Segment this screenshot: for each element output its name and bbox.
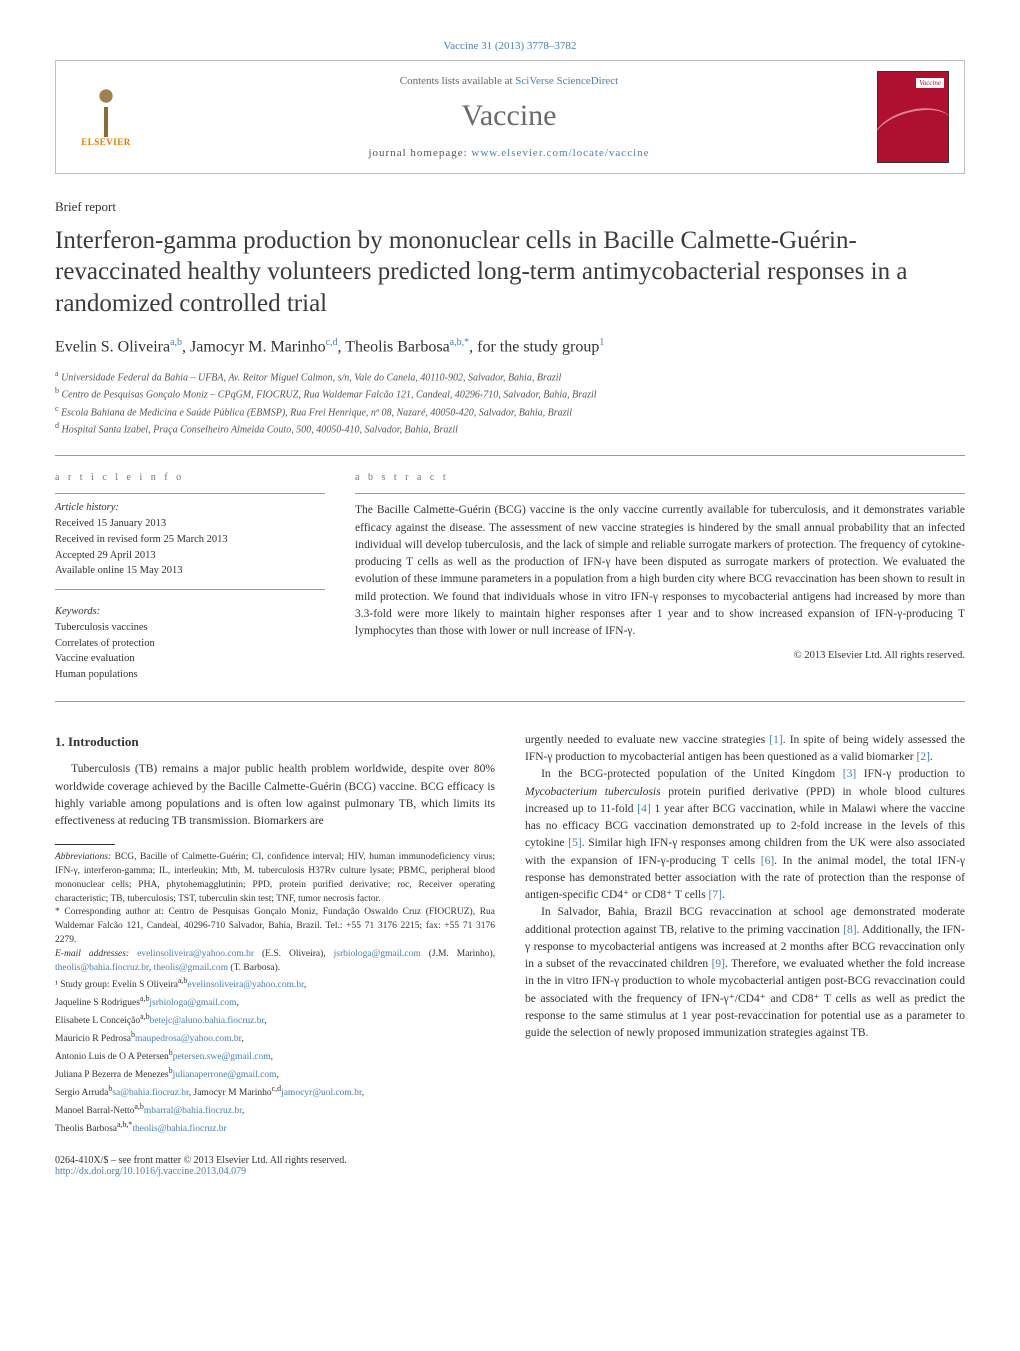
journal-reference: Vaccine 31 (2013) 3778–3782 — [55, 40, 965, 52]
keyword-2: Correlates of protection — [55, 636, 325, 652]
ref-9[interactable]: [9] — [712, 958, 725, 970]
email-link-2[interactable]: jsrbiologa@gmail.com — [334, 949, 421, 959]
affiliation-d: d Hospital Santa Izabel, Praça Conselhei… — [55, 420, 965, 437]
affiliation-a: a Universidade Federal da Bahia – UFBA, … — [55, 368, 965, 385]
keywords-head: Keywords: — [55, 604, 325, 620]
sg-email-9[interactable]: theolis@bahia.fiocruz.br — [132, 1124, 226, 1134]
study-group-footnote: ¹ Study group: Evelin S Oliveiraa,beveli… — [55, 975, 495, 1136]
email-link-4[interactable]: theolis@gmail.com — [154, 963, 228, 973]
right-paragraph-1: urgently needed to evaluate new vaccine … — [525, 732, 965, 767]
sg-email-1[interactable]: evelinsoliveira@yahoo.com.br — [187, 980, 304, 990]
sg-email-6[interactable]: julianaperrone@gmail.com — [173, 1070, 277, 1080]
sg-email-5[interactable]: petersen.swe@gmail.com — [173, 1052, 271, 1062]
keyword-4: Human populations — [55, 667, 325, 683]
body-two-column: 1. Introduction Tuberculosis (TB) remain… — [55, 732, 965, 1137]
ref-4[interactable]: [4] — [637, 803, 650, 815]
section-1-heading: 1. Introduction — [55, 732, 495, 752]
elsevier-logo: ELSEVIER — [71, 80, 141, 155]
history-head: Article history: — [55, 500, 325, 516]
bottom-meta: 0264-410X/$ – see front matter © 2013 El… — [55, 1155, 965, 1177]
ref-7[interactable]: [7] — [709, 889, 722, 901]
email-link-3[interactable]: theolis@bahia.fiocruz.br — [55, 963, 149, 973]
corresponding-author-footnote: * Corresponding author at: Centro de Pes… — [55, 906, 495, 947]
sg-email-4[interactable]: maupedrosa@yahoo.com.br — [135, 1034, 242, 1044]
sg-email-8[interactable]: mbarral@bahia.fiocruz.br — [144, 1106, 242, 1116]
abstract-head: a b s t r a c t — [355, 470, 965, 485]
elsevier-text: ELSEVIER — [81, 137, 131, 147]
keyword-3: Vaccine evaluation — [55, 651, 325, 667]
history-accepted: Accepted 29 April 2013 — [55, 548, 325, 564]
homepage-prefix: journal homepage: — [368, 147, 471, 159]
article-info-column: a r t i c l e i n f o Article history: R… — [55, 470, 325, 683]
email-footnote: E-mail addresses: evelinsoliveira@yahoo.… — [55, 948, 495, 976]
article-info-head: a r t i c l e i n f o — [55, 470, 325, 485]
affiliation-b: b Centro de Pesquisas Gonçalo Moniz – CP… — [55, 385, 965, 402]
right-paragraph-3: In Salvador, Bahia, Brazil BCG revaccina… — [525, 904, 965, 1042]
history-online: Available online 15 May 2013 — [55, 563, 325, 579]
right-paragraph-2: In the BCG-protected population of the U… — [525, 766, 965, 904]
ref-2[interactable]: [2] — [917, 751, 930, 763]
journal-header-box: ELSEVIER Contents lists available at Sci… — [55, 60, 965, 174]
journal-homepage-line: journal homepage: www.elsevier.com/locat… — [141, 147, 877, 159]
sg-email-7b[interactable]: jamocyr@uol.com.br — [281, 1088, 362, 1098]
contents-prefix: Contents lists available at — [400, 75, 515, 87]
sg-email-2[interactable]: jsrbiologa@gmail.com — [149, 998, 236, 1008]
email-link-1[interactable]: evelinsoliveira@yahoo.com.br — [137, 949, 254, 959]
affiliation-c: c Escola Bahiana de Medicina e Saúde Púb… — [55, 403, 965, 420]
cover-swoosh-icon — [869, 100, 957, 161]
history-received: Received 15 January 2013 — [55, 516, 325, 532]
footnotes-block: Abbreviations: BCG, Bacille of Calmette-… — [55, 851, 495, 1136]
sciencedirect-link[interactable]: SciVerse ScienceDirect — [515, 75, 618, 87]
ref-5[interactable]: [5] — [568, 837, 581, 849]
journal-cover-thumbnail: Vaccine — [877, 71, 949, 163]
ref-8[interactable]: [8] — [843, 924, 856, 936]
abbreviations-footnote: Abbreviations: BCG, Bacille of Calmette-… — [55, 851, 495, 906]
intro-paragraph-1: Tuberculosis (TB) remains a major public… — [55, 761, 495, 830]
ref-1[interactable]: [1] — [769, 734, 782, 746]
elsevier-tree-icon — [81, 87, 131, 137]
sg-email-7[interactable]: sa@bahia.fiocruz.br — [112, 1088, 188, 1098]
front-matter-line: 0264-410X/$ – see front matter © 2013 El… — [55, 1155, 965, 1166]
affiliations-block: a Universidade Federal da Bahia – UFBA, … — [55, 368, 965, 437]
history-revised: Received in revised form 25 March 2013 — [55, 532, 325, 548]
doi-link[interactable]: http://dx.doi.org/10.1016/j.vaccine.2013… — [55, 1166, 246, 1177]
abstract-column: a b s t r a c t The Bacille Calmette-Gué… — [355, 470, 965, 683]
sg-email-3[interactable]: betejc@aluno.bahia.fiocruz.br — [150, 1016, 265, 1026]
homepage-link[interactable]: www.elsevier.com/locate/vaccine — [471, 147, 649, 159]
article-title: Interferon-gamma production by mononucle… — [55, 225, 965, 319]
article-type-label: Brief report — [55, 199, 965, 215]
ref-3[interactable]: [3] — [843, 768, 856, 780]
authors-line: Evelin S. Oliveiraa,b, Jamocyr M. Marinh… — [55, 337, 965, 356]
copyright-line: © 2013 Elsevier Ltd. All rights reserved… — [355, 648, 965, 664]
cover-label: Vaccine — [916, 78, 944, 88]
ref-6[interactable]: [6] — [761, 855, 774, 867]
contents-available-line: Contents lists available at SciVerse Sci… — [141, 75, 877, 87]
footnote-rule — [55, 844, 115, 845]
abstract-text: The Bacille Calmette-Guérin (BCG) vaccin… — [355, 502, 965, 640]
divider-bottom — [55, 701, 965, 702]
keyword-1: Tuberculosis vaccines — [55, 620, 325, 636]
journal-name: Vaccine — [141, 99, 877, 133]
